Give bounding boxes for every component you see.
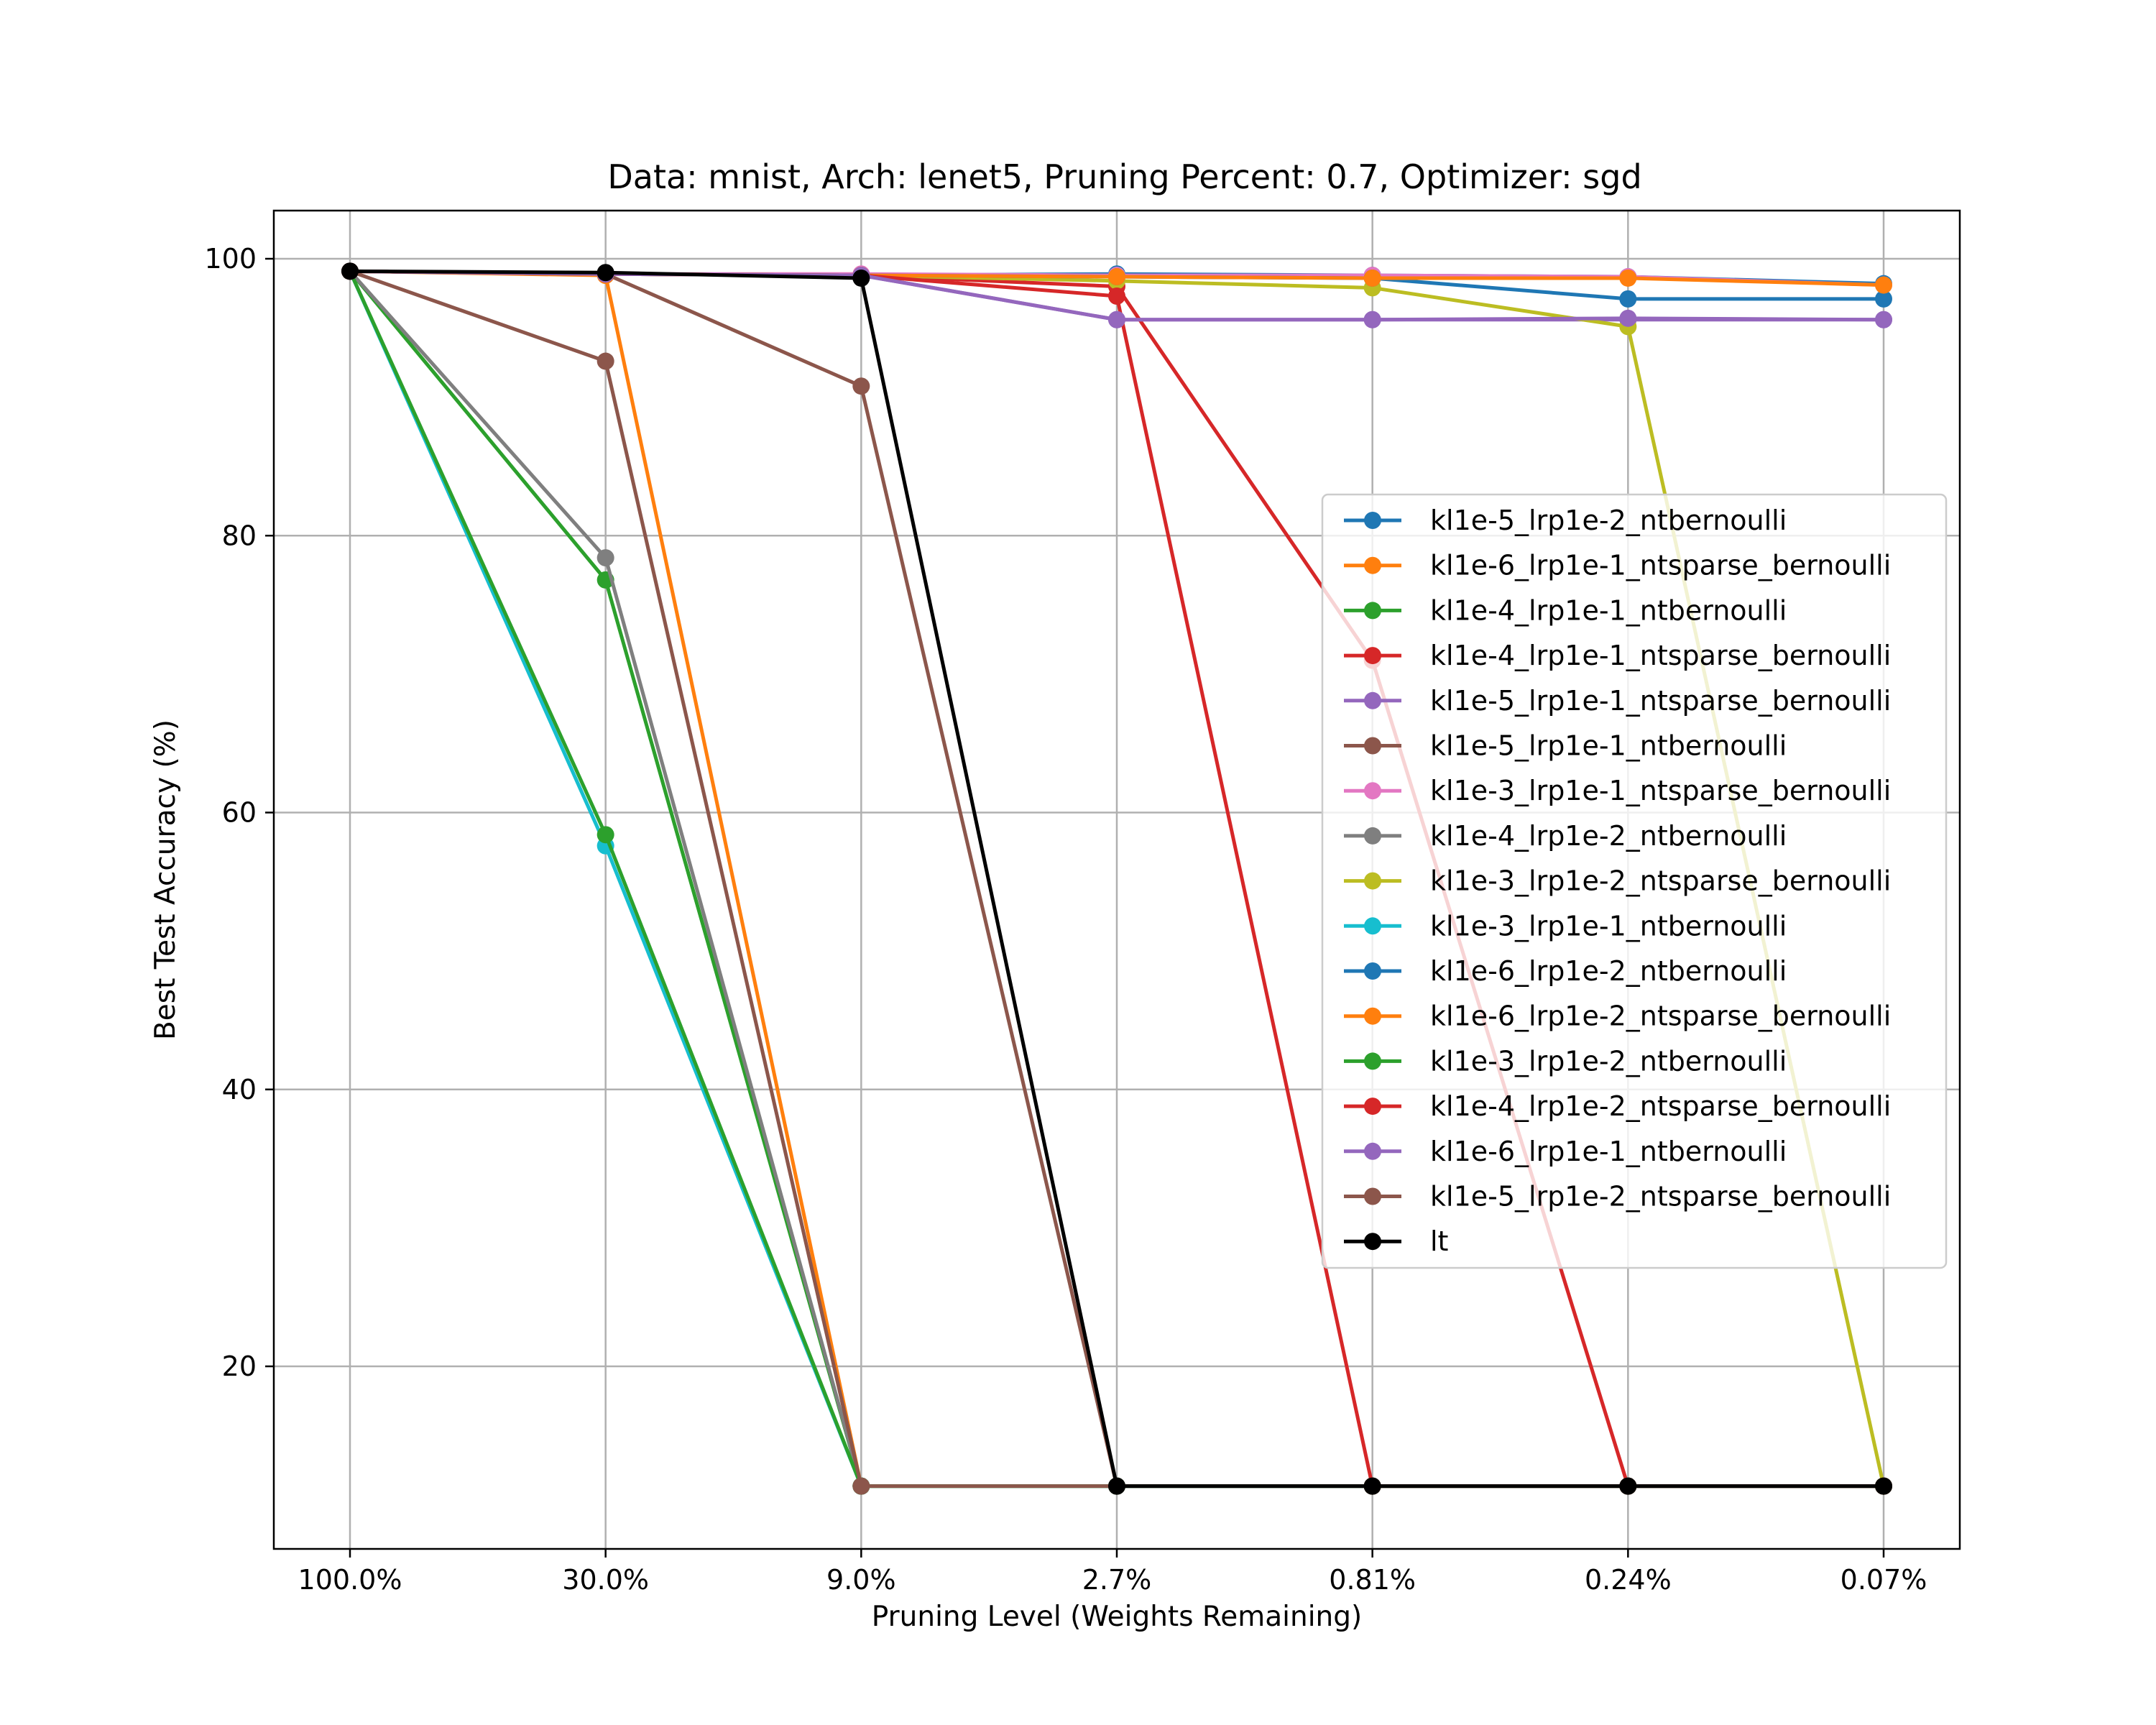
legend-marker bbox=[1364, 962, 1381, 980]
legend-label: kl1e-4_lrp1e-1_ntbernoulli bbox=[1430, 594, 1787, 626]
legend-label: kl1e-6_lrp1e-2_ntbernoulli bbox=[1430, 955, 1787, 987]
legend-marker bbox=[1364, 917, 1381, 935]
legend-label: kl1e-6_lrp1e-2_ntsparse_bernoulli bbox=[1430, 1000, 1891, 1032]
legend-item: kl1e-4_lrp1e-1_ntbernoulli bbox=[1344, 594, 1787, 626]
legend-item: kl1e-6_lrp1e-2_ntsparse_bernoulli bbox=[1344, 1000, 1891, 1032]
data-point bbox=[1108, 310, 1125, 328]
legend-marker bbox=[1364, 1233, 1381, 1251]
legend-label: kl1e-5_lrp1e-1_ntsparse_bernoulli bbox=[1430, 685, 1891, 717]
legend-label: kl1e-4_lrp1e-2_ntsparse_bernoulli bbox=[1430, 1090, 1891, 1122]
x-tick-label: 9.0% bbox=[826, 1564, 896, 1596]
data-point bbox=[1363, 1477, 1381, 1495]
y-tick-label: 100 bbox=[204, 243, 257, 275]
axis-ticks: 100.0% 30.0% 9.0% 2.7% 0.81% 0.24% 0.07% 20 40 60… bbox=[204, 243, 1927, 1596]
legend-label: kl1e-3_lrp1e-2_ntbernoulli bbox=[1430, 1045, 1787, 1077]
data-point bbox=[1619, 1477, 1637, 1495]
legend-item: kl1e-5_lrp1e-2_ntbernoulli bbox=[1344, 505, 1787, 536]
legend-label: kl1e-3_lrp1e-1_ntsparse_bernoulli bbox=[1430, 775, 1891, 806]
legend-marker bbox=[1364, 782, 1381, 800]
legend-item: kl1e-3_lrp1e-1_ntbernoulli bbox=[1344, 910, 1787, 942]
legend-item: kl1e-3_lrp1e-2_ntbernoulli bbox=[1344, 1045, 1787, 1077]
chart-title: Data: mnist, Arch: lenet5, Pruning Perce… bbox=[607, 157, 1641, 196]
legend-item: kl1e-5_lrp1e-2_ntsparse_bernoulli bbox=[1344, 1181, 1891, 1213]
legend-marker bbox=[1364, 1007, 1381, 1025]
legend-marker bbox=[1364, 1187, 1381, 1205]
data-point bbox=[852, 1477, 870, 1495]
x-tick-label: 0.07% bbox=[1841, 1564, 1927, 1596]
legend-label: kl1e-6_lrp1e-1_ntsparse_bernoulli bbox=[1430, 550, 1891, 581]
y-tick-label: 40 bbox=[222, 1074, 257, 1105]
data-point bbox=[596, 264, 614, 282]
legend-marker bbox=[1364, 602, 1381, 620]
data-point bbox=[1108, 268, 1125, 286]
data-point bbox=[1875, 310, 1892, 328]
legend-marker bbox=[1364, 647, 1381, 665]
series-lt bbox=[341, 262, 1892, 1495]
legend-item: kl1e-5_lrp1e-1_ntsparse_bernoulli bbox=[1344, 685, 1891, 717]
legend-marker bbox=[1364, 1142, 1381, 1160]
data-point bbox=[1619, 309, 1637, 327]
legend-marker bbox=[1364, 872, 1381, 890]
legend-item: kl1e-6_lrp1e-1_ntsparse_bernoulli bbox=[1344, 550, 1891, 581]
x-axis-title: Pruning Level (Weights Remaining) bbox=[872, 1601, 1362, 1633]
legend-item: kl1e-6_lrp1e-2_ntbernoulli bbox=[1344, 955, 1787, 987]
legend-item: kl1e-5_lrp1e-1_ntbernoulli bbox=[1344, 730, 1787, 762]
legend-item: lt bbox=[1344, 1225, 1448, 1257]
legend-marker bbox=[1364, 1098, 1381, 1116]
data-point bbox=[1363, 269, 1381, 287]
legend-label: kl1e-5_lrp1e-2_ntsparse_bernoulli bbox=[1430, 1181, 1891, 1213]
series-lines bbox=[341, 262, 1892, 1495]
legend-item: kl1e-4_lrp1e-1_ntsparse_bernoulli bbox=[1344, 640, 1891, 671]
y-tick-label: 80 bbox=[222, 520, 257, 551]
data-point bbox=[1363, 310, 1381, 328]
legend-label: kl1e-4_lrp1e-1_ntsparse_bernoulli bbox=[1430, 640, 1891, 671]
y-tick-label: 60 bbox=[222, 797, 257, 829]
data-point bbox=[1108, 1477, 1125, 1495]
legend-marker bbox=[1364, 737, 1381, 755]
legend-box bbox=[1321, 493, 1948, 1269]
x-tick-label: 100.0% bbox=[298, 1564, 402, 1596]
legend-item: kl1e-3_lrp1e-1_ntsparse_bernoulli bbox=[1344, 775, 1891, 806]
data-point bbox=[1875, 1477, 1892, 1495]
legend-label: kl1e-4_lrp1e-2_ntbernoulli bbox=[1430, 820, 1787, 852]
data-point bbox=[1619, 290, 1637, 308]
legend: kl1e-5_lrp1e-2_ntbernoulli kl1e-6_lrp1e-1… bbox=[1321, 493, 1948, 1269]
legend-marker bbox=[1364, 556, 1381, 574]
legend-item: kl1e-3_lrp1e-2_ntsparse_bernoulli bbox=[1344, 865, 1891, 897]
legend-label: kl1e-3_lrp1e-1_ntbernoulli bbox=[1430, 910, 1787, 942]
data-point bbox=[1619, 269, 1637, 287]
legend-marker bbox=[1364, 691, 1381, 709]
x-tick-label: 2.7% bbox=[1082, 1564, 1152, 1596]
legend-marker bbox=[1364, 512, 1381, 529]
legend-label: kl1e-6_lrp1e-1_ntbernoulli bbox=[1430, 1136, 1787, 1167]
data-point bbox=[1875, 276, 1892, 294]
legend-label: lt bbox=[1430, 1225, 1448, 1257]
data-point bbox=[341, 262, 359, 280]
legend-item: kl1e-4_lrp1e-2_ntbernoulli bbox=[1344, 820, 1787, 852]
y-axis-title: Best Test Accuracy (%) bbox=[149, 719, 182, 1040]
legend-marker bbox=[1364, 1052, 1381, 1070]
data-point bbox=[1108, 288, 1125, 305]
y-tick-label: 20 bbox=[222, 1351, 257, 1382]
data-point bbox=[596, 352, 614, 370]
data-point bbox=[596, 549, 614, 567]
x-tick-label: 0.24% bbox=[1585, 1564, 1672, 1596]
x-tick-label: 0.81% bbox=[1329, 1564, 1416, 1596]
legend-label: kl1e-5_lrp1e-1_ntbernoulli bbox=[1430, 730, 1787, 762]
x-tick-label: 30.0% bbox=[562, 1564, 649, 1596]
legend-marker bbox=[1364, 827, 1381, 845]
legend-label: kl1e-5_lrp1e-2_ntbernoulli bbox=[1430, 505, 1787, 536]
data-point bbox=[1875, 290, 1892, 308]
data-point bbox=[596, 826, 614, 844]
legend-label: kl1e-3_lrp1e-2_ntsparse_bernoulli bbox=[1430, 865, 1891, 897]
data-point bbox=[852, 377, 870, 395]
legend-item: kl1e-6_lrp1e-1_ntbernoulli bbox=[1344, 1136, 1787, 1167]
legend-item: kl1e-4_lrp1e-2_ntsparse_bernoulli bbox=[1344, 1090, 1891, 1122]
data-point bbox=[852, 269, 870, 287]
